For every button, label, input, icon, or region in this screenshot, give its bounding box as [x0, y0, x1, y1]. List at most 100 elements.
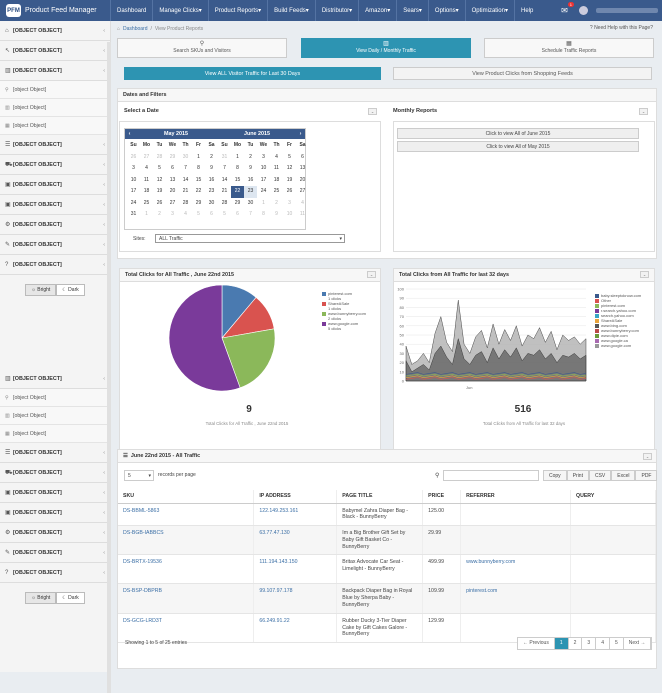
- sb1-item-help[interactable]: ? [object Object] ‹: [0, 255, 110, 275]
- calendar-day[interactable]: 13: [299, 165, 306, 171]
- sb1-item-dashboard[interactable]: ⌂ [object Object] ‹: [0, 21, 110, 41]
- visitor-traffic-button[interactable]: View ALL Visitor Traffic for Last 30 Day…: [124, 67, 381, 80]
- column-header-page-title[interactable]: PAGE TITLE: [336, 490, 424, 504]
- tab-search[interactable]: ⚲ Search SKUs and Visitors: [117, 38, 287, 58]
- table-cell[interactable]: DS-BSP-DBPRB: [118, 583, 255, 614]
- calendar-day[interactable]: 22: [195, 188, 202, 194]
- collapse-pie[interactable]: ⌄: [367, 271, 376, 278]
- calendar-day[interactable]: 31: [130, 211, 137, 217]
- calendar-day[interactable]: 1: [197, 153, 200, 160]
- table-cell[interactable]: DS-BBML-5863: [118, 503, 255, 527]
- export-copy-button[interactable]: Copy: [543, 470, 567, 481]
- pie-slice-www-google-com[interactable]: [168, 284, 241, 392]
- topnav-item-optimization[interactable]: Optimization ▾: [464, 0, 514, 21]
- prev-month-icon[interactable]: ‹: [128, 131, 131, 137]
- search-input[interactable]: ⚲: [435, 470, 539, 481]
- calendar-day[interactable]: 28: [182, 199, 189, 206]
- calendar-day[interactable]: 2: [249, 153, 252, 160]
- calendar-day[interactable]: 29: [234, 199, 241, 206]
- calendar-day[interactable]: 12: [286, 165, 293, 171]
- calendar-day[interactable]: 3: [132, 165, 135, 171]
- sb2-subitem-schedule-traffic-reports[interactable]: ▦ [object Object]: [0, 425, 110, 443]
- help-link[interactable]: ? Need Help with this Page?: [590, 25, 653, 31]
- calendar-day[interactable]: 19: [286, 176, 293, 183]
- calendar-day[interactable]: 30: [208, 199, 215, 206]
- calendar-day[interactable]: 9: [210, 165, 213, 171]
- calendar-day[interactable]: 23: [208, 188, 215, 194]
- export-print-button[interactable]: Print: [566, 470, 589, 481]
- notifications-icon[interactable]: ✉ 1: [561, 2, 574, 15]
- calendar-day[interactable]: 21: [182, 188, 189, 194]
- calendar-day[interactable]: 8: [262, 211, 265, 217]
- calendar-day[interactable]: 29: [195, 199, 202, 206]
- calendar-day[interactable]: 28: [156, 153, 163, 160]
- calendar-day[interactable]: 14: [221, 176, 228, 183]
- column-header-query[interactable]: QUERY: [570, 490, 656, 504]
- app-logo[interactable]: PFM Product Feed Manager: [0, 0, 110, 21]
- table-cell[interactable]: DS-BRTX-19536: [118, 554, 255, 585]
- calendar-day[interactable]: 20: [169, 188, 176, 194]
- user-menu[interactable]: [596, 8, 658, 13]
- calendar-day[interactable]: 22: [231, 186, 244, 198]
- export-excel-button[interactable]: Excel: [611, 470, 636, 481]
- calendar-day[interactable]: 3: [262, 153, 265, 160]
- sb2-item-distributor-management[interactable]: ⛟ [object Object] ‹: [0, 463, 110, 483]
- calendar-day[interactable]: 8: [197, 165, 200, 171]
- calendar-day[interactable]: 4: [184, 211, 187, 217]
- sb1-item-manage-clicks-from-feeds[interactable]: ↖ [object Object] ‹: [0, 41, 110, 61]
- column-header-sku[interactable]: SKU: [118, 490, 255, 504]
- calendar-day[interactable]: 30: [182, 153, 189, 160]
- tab-daily-monthly[interactable]: ▥ View Daily / Monthly Traffic: [301, 38, 471, 58]
- calendar-day[interactable]: 30: [247, 199, 254, 206]
- calendar-day[interactable]: 17: [130, 188, 137, 194]
- calendar-day[interactable]: 15: [195, 176, 202, 183]
- product-clicks-button[interactable]: View Product Clicks from Shopping Feeds: [393, 67, 652, 80]
- calendar-day[interactable]: 8: [236, 165, 239, 171]
- avatar[interactable]: [579, 6, 588, 15]
- calendar-day[interactable]: 15: [234, 176, 241, 183]
- calendar-day[interactable]: 3: [288, 199, 291, 206]
- calendar-day[interactable]: 10: [130, 176, 137, 183]
- pager-item[interactable]: 5: [609, 638, 624, 649]
- export-csv-button[interactable]: CSV: [588, 470, 612, 481]
- sb1-subitem-search[interactable]: ⚲ [object Object]: [0, 81, 110, 99]
- breadcrumb-home[interactable]: Dashboard: [123, 26, 148, 32]
- calendar-day[interactable]: 27: [299, 188, 306, 194]
- calendar-day[interactable]: 5: [223, 211, 226, 217]
- theme-bright-button[interactable]: ☼ Bright: [25, 284, 57, 296]
- collapse-select-date[interactable]: ⌄: [368, 108, 377, 115]
- sb2-subitem-search[interactable]: ⚲ [object Object]: [0, 389, 110, 407]
- sb2-item-build-feeds[interactable]: ☰ [object Object] ‹: [0, 443, 110, 463]
- column-header-referrer[interactable]: REFERRER: [460, 490, 572, 504]
- topnav-item-amazon[interactable]: Amazon ▾: [358, 0, 396, 21]
- calendar-day[interactable]: 18: [273, 176, 280, 183]
- sb2-item-sears-management[interactable]: ▣ [object Object] ‹: [0, 503, 110, 523]
- sb1-item-optimization[interactable]: ⚙ [object Object] ‹: [0, 215, 110, 235]
- topnav-item-manage-clicks[interactable]: Manage Clicks ▾: [152, 0, 207, 21]
- calendar-day[interactable]: 24: [130, 199, 137, 206]
- pie-slice-www-bunnyberry-com[interactable]: [221, 328, 276, 389]
- sb2-subitem-view-daily-monthly-traffic[interactable]: ▥ [object Object]: [0, 407, 110, 425]
- calendar-day[interactable]: 4: [301, 199, 304, 206]
- sb1-item-distributor-management[interactable]: ⛟ [object Object] ‹: [0, 155, 110, 175]
- calendar-day[interactable]: 29: [169, 153, 176, 160]
- calendar-day[interactable]: 17: [260, 176, 267, 183]
- theme-bright-button[interactable]: ☼ Bright: [25, 592, 57, 604]
- calendar-day[interactable]: 5: [197, 211, 200, 217]
- calendar-day[interactable]: 10: [260, 165, 267, 171]
- calendar-day[interactable]: 11: [273, 165, 280, 171]
- calendar-day[interactable]: 27: [143, 153, 150, 160]
- theme-dark-button[interactable]: ☾ Dark: [56, 592, 85, 604]
- calendar-day[interactable]: 7: [184, 165, 187, 171]
- calendar-day[interactable]: 26: [286, 188, 293, 194]
- calendar-day[interactable]: 10: [286, 211, 293, 217]
- tab-schedule[interactable]: ▦ Schedule Traffic Reports: [484, 38, 654, 58]
- column-header-ip-address[interactable]: IP ADDRESS: [253, 490, 338, 504]
- page-size-select[interactable]: 5 ▾: [124, 470, 154, 481]
- calendar-day[interactable]: 23: [244, 186, 257, 198]
- table-cell[interactable]: DS-BGB-IABBCS: [118, 525, 255, 556]
- calendar-day[interactable]: 2: [210, 153, 213, 160]
- calendar-day[interactable]: 1: [236, 153, 239, 160]
- export-pdf-button[interactable]: PDF: [635, 470, 658, 481]
- sb2-item-view-product-reports[interactable]: ▥ [object Object] ‹: [0, 369, 110, 389]
